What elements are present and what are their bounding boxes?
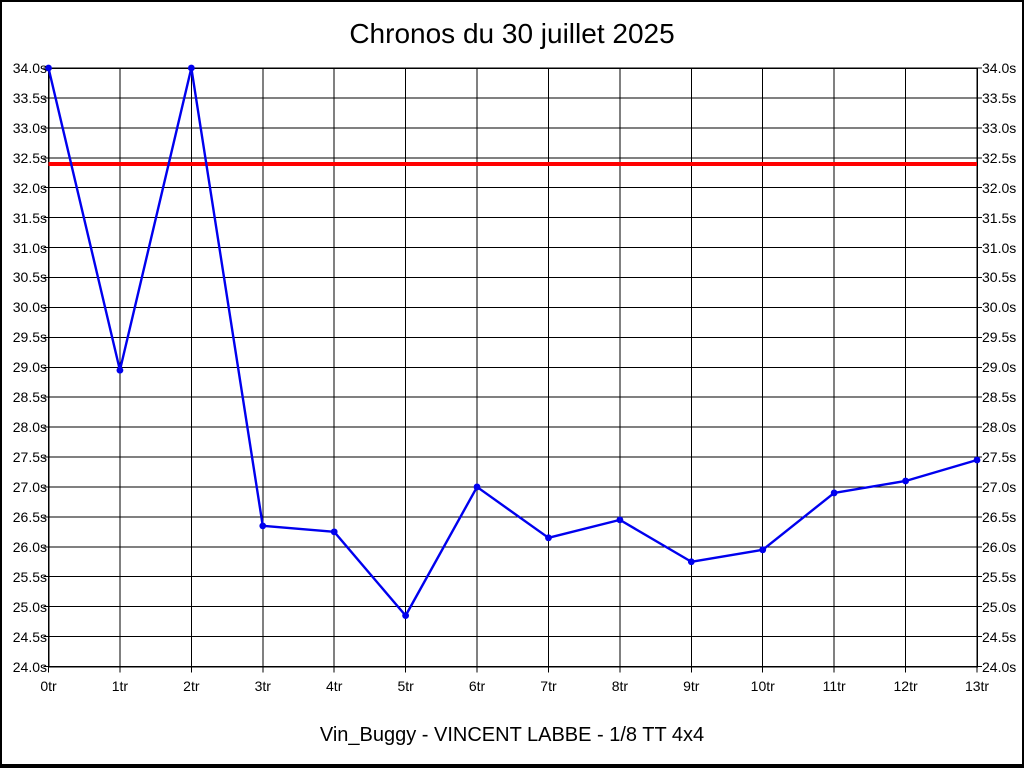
y-tick-label: 28.5s — [982, 389, 1017, 406]
y-tick-label: 29.5s — [12, 329, 47, 346]
y-tick-label: 30.5s — [12, 269, 47, 286]
y-tick-label: 31.5s — [982, 209, 1017, 226]
y-tick-label: 28.0s — [12, 419, 47, 436]
y-tick-label: 31.0s — [12, 239, 47, 256]
x-tick-label: 4tr — [326, 677, 343, 694]
y-tick-label: 34.0s — [982, 60, 1017, 76]
y-tick-label: 25.0s — [12, 598, 47, 615]
y-tick-label: 33.0s — [12, 119, 47, 136]
y-tick-label: 25.5s — [12, 568, 47, 585]
series-lap-times — [45, 64, 981, 620]
x-tick-label: 0tr — [40, 677, 57, 694]
y-tick-label: 31.5s — [12, 209, 47, 226]
y-tick-label: 25.0s — [982, 598, 1017, 615]
chart-title: Chronos du 30 juillet 2025 — [349, 18, 675, 49]
y-tick-label: 28.5s — [12, 389, 47, 406]
y-tick-label: 29.5s — [982, 329, 1017, 346]
data-point — [759, 546, 767, 554]
y-tick-label: 33.5s — [12, 89, 47, 106]
data-point — [402, 612, 410, 620]
y-tick-label: 33.0s — [982, 119, 1017, 136]
y-tick-label: 26.5s — [12, 508, 47, 525]
series-line — [47, 66, 978, 617]
y-tick-label: 26.0s — [982, 538, 1017, 555]
y-tick-label: 30.0s — [12, 299, 47, 316]
data-point — [45, 64, 52, 72]
y-tick-label: 32.5s — [982, 149, 1017, 166]
y-tick-label: 30.5s — [982, 269, 1017, 286]
data-point — [330, 528, 338, 536]
y-tick-label: 31.0s — [982, 239, 1017, 256]
data-point — [116, 366, 124, 374]
y-tick-label: 24.5s — [982, 628, 1017, 645]
y-tick-label: 28.0s — [982, 419, 1017, 436]
x-tick-label: 10tr — [750, 677, 775, 694]
y-tick-label: 30.0s — [982, 299, 1017, 316]
data-point — [259, 522, 267, 530]
y-tick-label: 24.5s — [12, 628, 47, 645]
x-tick-label: 7tr — [540, 677, 557, 694]
y-tick-label: 33.5s — [982, 89, 1017, 106]
chart-subtitle: Vin_Buggy - VINCENT LABBE - 1/8 TT 4x4 — [319, 724, 705, 746]
x-tick-label: 5tr — [397, 677, 414, 694]
y-tick-label: 32.0s — [982, 179, 1017, 196]
x-tick-label: 6tr — [468, 677, 486, 694]
x-tick-label: 3tr — [254, 677, 271, 694]
x-tick-label: 13tr — [964, 677, 990, 694]
y-tick-label: 27.0s — [12, 478, 47, 495]
y-tick-label: 27.0s — [982, 478, 1017, 495]
data-point — [830, 489, 838, 497]
x-tick-label: 12tr — [893, 677, 918, 694]
data-point — [473, 483, 481, 491]
y-tick-label: 34.0s — [12, 60, 47, 76]
y-tick-label: 27.5s — [982, 449, 1017, 466]
plot-border — [47, 67, 978, 668]
data-point — [616, 516, 624, 524]
data-point — [973, 456, 981, 464]
data-point — [687, 558, 695, 566]
grid — [43, 67, 982, 673]
x-tick-label: 8tr — [611, 677, 629, 694]
x-tick-label: 1tr — [111, 677, 129, 694]
x-tick-label: 11tr — [822, 677, 846, 694]
data-point — [187, 64, 195, 72]
y-tick-label: 29.0s — [982, 359, 1017, 376]
y-tick-label: 26.0s — [12, 538, 47, 555]
y-tick-label: 26.5s — [982, 508, 1017, 525]
y-tick-label: 24.0s — [982, 658, 1017, 675]
x-tick-label: 9tr — [683, 677, 700, 694]
y-tick-label: 32.5s — [12, 149, 47, 166]
y-tick-label: 25.5s — [982, 568, 1017, 585]
y-tick-label: 27.5s — [12, 449, 47, 466]
data-point — [902, 477, 909, 485]
y-tick-label: 29.0s — [12, 359, 47, 376]
y-tick-label: 24.0s — [12, 658, 47, 675]
data-point — [545, 534, 552, 542]
y-tick-label: 32.0s — [12, 179, 47, 196]
x-tick-label: 2tr — [183, 677, 200, 694]
